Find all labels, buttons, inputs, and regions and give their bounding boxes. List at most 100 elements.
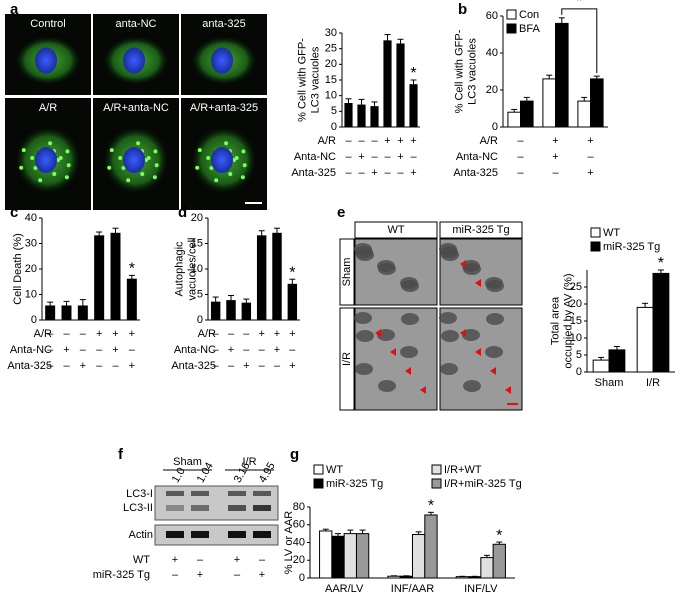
band: [166, 505, 184, 511]
condition-sign: +: [258, 328, 264, 340]
significance-star: *: [576, 0, 582, 10]
condition-sign: –: [587, 151, 594, 163]
condition-label: A/R: [480, 135, 498, 147]
gfp-puncta: [65, 149, 70, 154]
y-tick-label: 15: [325, 74, 337, 86]
condition-sign: –: [197, 554, 204, 566]
y-tick-label: 10: [570, 332, 582, 344]
bar: [652, 272, 670, 373]
organelle: [355, 363, 373, 375]
legend-swatch: [431, 464, 442, 475]
y-tick-label: 0: [31, 314, 37, 326]
y-tick-label: 5: [197, 288, 203, 300]
y-tick-label: 20: [486, 84, 498, 96]
organelle: [441, 249, 459, 261]
bar: [542, 78, 557, 128]
condition-sign: –: [552, 167, 559, 179]
condition-sign: –: [259, 344, 266, 356]
y-tick-label: 0: [576, 366, 582, 378]
x-tick-label: I/R: [646, 377, 660, 389]
gfp-puncta: [146, 156, 151, 161]
gfp-puncta: [241, 149, 246, 154]
panel-letter: d: [178, 204, 187, 221]
y-axis-label: % Cell with GFP-: [296, 38, 308, 122]
y-tick-label: 0: [492, 121, 498, 133]
condition-sign: +: [197, 569, 203, 581]
arrow: [475, 279, 481, 287]
bar: [77, 305, 88, 321]
panel-letter: b: [458, 1, 467, 18]
condition-sign: –: [243, 328, 250, 340]
condition-sign: –: [63, 328, 70, 340]
organelle: [486, 313, 504, 325]
condition-label: WT: [133, 554, 150, 566]
condition-sign: –: [96, 360, 103, 372]
bar: [344, 103, 353, 128]
condition-sign: –: [259, 360, 266, 372]
y-tick-label: 0: [331, 121, 337, 133]
condition-sign: –: [63, 360, 70, 372]
gfp-puncta: [48, 141, 53, 146]
gfp-puncta: [234, 156, 239, 161]
condition-sign: –: [289, 344, 296, 356]
gfp-puncta: [214, 178, 219, 183]
bar: [331, 535, 345, 579]
condition-sign: +: [129, 360, 135, 372]
band: [166, 491, 184, 496]
y-axis-label: Cell Death (%): [12, 233, 24, 305]
condition-sign: –: [213, 344, 220, 356]
significance-star: *: [289, 264, 295, 281]
bar: [412, 534, 426, 579]
bar: [357, 104, 366, 128]
gfp-puncta: [153, 149, 158, 154]
legend-label: I/R+miR-325 Tg: [444, 478, 522, 490]
condition-label: miR-325 Tg: [93, 569, 150, 581]
condition-sign: –: [517, 135, 524, 147]
bar: [61, 305, 72, 321]
condition-label: Anta-NC: [456, 151, 498, 163]
band: [228, 531, 246, 538]
condition-sign: +: [397, 135, 403, 147]
condition-sign: +: [274, 344, 280, 356]
bar: [94, 235, 105, 321]
y-axis-label: occupied by AV (%): [562, 273, 574, 368]
condition-sign: –: [47, 360, 54, 372]
y-tick-label: 30: [325, 27, 337, 39]
condition-sign: –: [517, 167, 524, 179]
condition-sign: +: [397, 151, 403, 163]
y-tick-label: 25: [570, 281, 582, 293]
arrow: [490, 367, 496, 375]
condition-sign: –: [80, 328, 87, 340]
y-axis-label: % Cell with GFP-: [453, 29, 465, 113]
gfp-puncta: [136, 141, 141, 146]
organelle: [440, 363, 458, 375]
gfp-puncta: [206, 156, 211, 161]
legend-label: Con: [519, 9, 539, 21]
condition-sign: –: [228, 360, 235, 372]
legend-swatch: [590, 241, 601, 252]
band-label: LC3-I: [126, 488, 153, 500]
ratio: 1.0: [170, 466, 188, 485]
condition-sign: –: [129, 344, 136, 356]
band-label: LC3-II: [123, 502, 153, 514]
condition-sign: –: [274, 360, 281, 372]
condition-sign: –: [358, 135, 365, 147]
significance-star: *: [129, 261, 135, 278]
condition-sign: –: [228, 328, 235, 340]
image-label: A/R+anta-NC: [103, 102, 169, 114]
band: [253, 531, 271, 538]
y-tick-label: 10: [25, 288, 37, 300]
x-tick-label: Sham: [595, 377, 624, 389]
condition-label: A/R: [34, 328, 52, 340]
gfp-puncta: [154, 163, 159, 168]
bar: [492, 543, 506, 579]
bar: [507, 111, 521, 128]
row-header: Sham: [341, 258, 353, 287]
column-header: WT: [387, 224, 404, 236]
bar: [126, 278, 137, 321]
image-label: A/R: [39, 102, 57, 114]
row-header: I/R: [341, 352, 353, 366]
condition-sign: +: [96, 328, 102, 340]
condition-sign: +: [587, 135, 593, 147]
bar: [110, 232, 121, 321]
